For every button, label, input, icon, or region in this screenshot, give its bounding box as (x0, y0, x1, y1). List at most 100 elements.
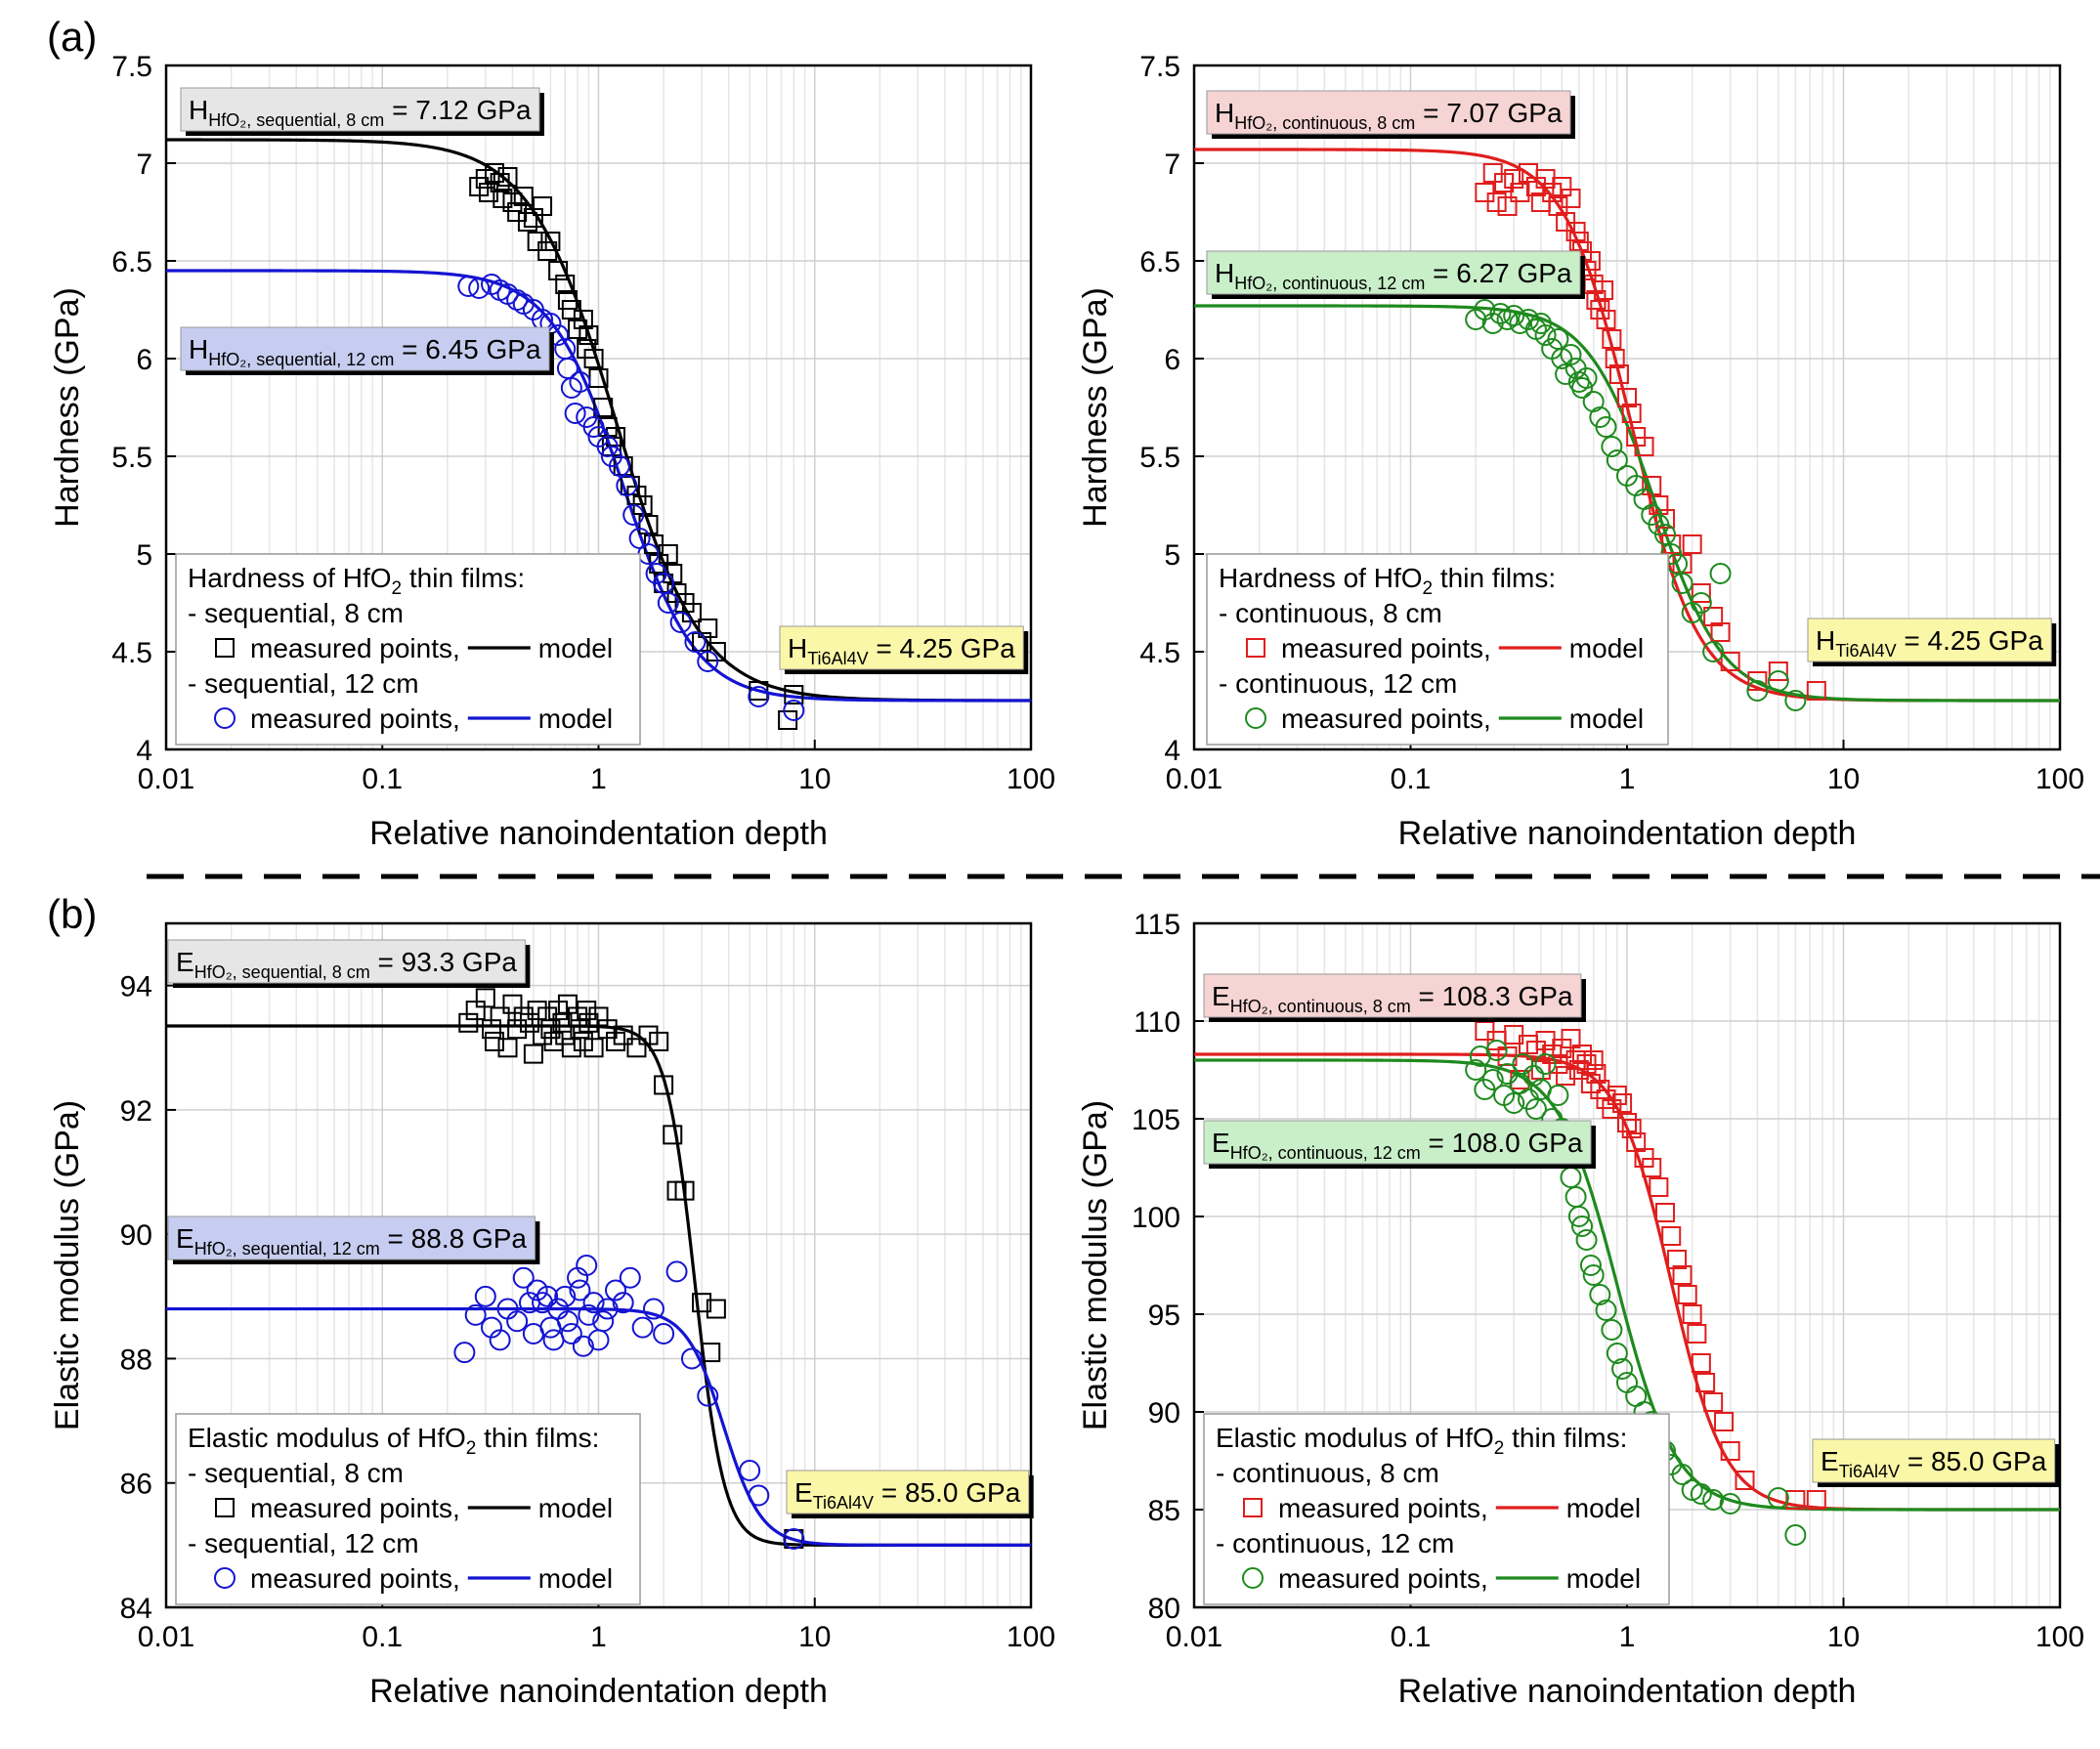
data-point-circle (642, 1298, 664, 1320)
value-annotation: HTi6Al4V = 4.25 GPa (779, 625, 1029, 674)
legend-title: Hardness of HfO2 thin films: (188, 563, 525, 599)
data-point-circle (1671, 573, 1693, 594)
data-point-circle (1606, 449, 1628, 471)
data-point-circle (1534, 1053, 1557, 1075)
data-point-square (573, 1031, 593, 1051)
y-tick-label: 90 (1148, 1397, 1180, 1429)
x-axis-label: Relative nanoindentation depth (1398, 815, 1857, 852)
x-axis-label: Relative nanoindentation depth (369, 815, 828, 852)
annotation-value: = 93.3 GPa (370, 947, 518, 977)
legend-group-label: - sequential, 8 cm (188, 598, 404, 628)
legend-model-label: model (1569, 633, 1644, 663)
legend-points-label: measured points, (250, 633, 460, 663)
data-point-square (1735, 1471, 1755, 1490)
y-tick-label: 7.5 (111, 51, 152, 83)
legend: Elastic modulus of HfO2 thin films:- con… (1203, 1413, 1670, 1605)
data-point-square (583, 1038, 604, 1058)
data-point-square (484, 1031, 504, 1051)
data-point-circle (669, 612, 692, 633)
data-point-circle (1582, 391, 1605, 412)
data-point-circle (697, 651, 719, 672)
data-point-circle (1654, 524, 1677, 545)
legend-title-text: Elastic modulus of HfO (188, 1423, 466, 1453)
legend-model-label: model (1566, 1493, 1641, 1523)
x-tick-label: 100 (1007, 763, 1055, 795)
x-tick-label: 100 (2036, 1621, 2084, 1653)
x-tick-label: 0.01 (138, 763, 194, 795)
data-point-square (1504, 169, 1524, 189)
data-point-square (577, 1001, 597, 1021)
annotation-value: = 108.0 GPa (1421, 1128, 1583, 1158)
data-point-circle (1589, 1284, 1611, 1305)
data-point-square (1667, 1250, 1688, 1269)
y-tick-label: 86 (120, 1469, 152, 1501)
data-point-circle (542, 1329, 565, 1351)
legend-group-label: - sequential, 12 cm (188, 1528, 419, 1558)
data-point-square (579, 325, 599, 345)
data-point-square (1510, 183, 1530, 202)
data-point-square (626, 1038, 647, 1058)
x-tick-label: 0.1 (1391, 1621, 1432, 1653)
legend-points-label: measured points, (250, 1563, 460, 1594)
annotation-subscript: HfO₂, continuous, 8 cm (1230, 997, 1411, 1016)
panel-label-a: (a) (47, 14, 97, 60)
annotation-box (180, 326, 550, 371)
data-point-circle (1784, 690, 1807, 711)
legend-title: Hardness of HfO2 thin films: (1219, 563, 1556, 599)
legend: Elastic modulus of HfO2 thin films:- seq… (175, 1413, 641, 1605)
axis-ticks: 0.01 0.1 1 10 100 4 4.5 5 5.5 6 6.5 7 7.5 (1139, 51, 2084, 795)
data-point-square (1586, 1064, 1607, 1084)
data-point-square (1634, 437, 1654, 456)
data-point-square (1768, 661, 1788, 681)
model-curve (1194, 1058, 2060, 1512)
data-point-square (1649, 1177, 1669, 1197)
y-tick-label: 85 (1148, 1495, 1180, 1527)
data-point-square (638, 1025, 659, 1045)
data-point-square (1714, 1412, 1735, 1431)
y-tick-label: 5.5 (111, 442, 152, 474)
annotation-text: HTi6Al4V = 4.25 GPa (788, 633, 1015, 668)
axis-ticks: 0.01 0.1 1 10 100 84 86 88 90 92 94 (120, 971, 1055, 1653)
legend-title-tail: thin films: (1504, 1423, 1627, 1453)
plot-area (166, 138, 1031, 730)
annotation-box (1812, 1438, 2056, 1483)
data-point-circle (536, 1285, 559, 1307)
annotation-text: EHfO₂, sequential, 8 cm = 93.3 GPa (176, 947, 517, 982)
data-point-square (465, 1001, 486, 1021)
data-point-circle (468, 277, 491, 299)
annotation-text: HHfO₂, sequential, 8 cm = 7.12 GPa (189, 95, 532, 130)
legend-model-label: model (538, 1493, 613, 1523)
annotation-symbol: H (1215, 98, 1234, 128)
legend-title: Elastic modulus of HfO2 thin films: (1216, 1423, 1627, 1459)
data-point-circle (1481, 1069, 1504, 1090)
annotation-value: = 85.0 GPa (874, 1477, 1021, 1508)
data-point-circle (1702, 1489, 1725, 1511)
annotation-symbol: H (788, 633, 807, 663)
y-tick-label: 5 (136, 539, 152, 572)
legend-title-sub: 2 (1494, 1438, 1505, 1459)
data-point-square (1596, 310, 1616, 329)
legend-title-sub: 2 (392, 578, 403, 599)
x-tick-label: 0.1 (1391, 763, 1432, 795)
data-point-square (555, 275, 576, 294)
annotation-subscript: HfO₂, continuous, 12 cm (1234, 274, 1425, 293)
data-point-square (561, 1038, 581, 1058)
data-point-circle (556, 1310, 579, 1333)
y-tick-label: 7.5 (1139, 51, 1180, 83)
data-point-square (475, 988, 495, 1008)
data-point-circle (1746, 680, 1769, 702)
annotation-value: = 6.45 GPa (394, 334, 541, 364)
data-point-square (557, 994, 578, 1014)
annotation-value: = 88.8 GPa (380, 1223, 528, 1254)
plot-area (1194, 1021, 2060, 1546)
data-point-square (540, 232, 561, 251)
legend-marker-circle (214, 707, 236, 729)
annotation-text: ETi6Al4V = 85.0 GPa (794, 1477, 1021, 1513)
annotation-box (1807, 618, 2052, 662)
data-point-square (507, 1019, 528, 1040)
plot-area (166, 988, 1031, 1550)
annotation-text: EHfO₂, sequential, 12 cm = 88.8 GPa (176, 1223, 527, 1258)
y-axis-label: Elastic modulus (GPa) (1077, 1100, 1114, 1430)
value-annotation: ETi6Al4V = 85.0 GPa (786, 1470, 1034, 1518)
